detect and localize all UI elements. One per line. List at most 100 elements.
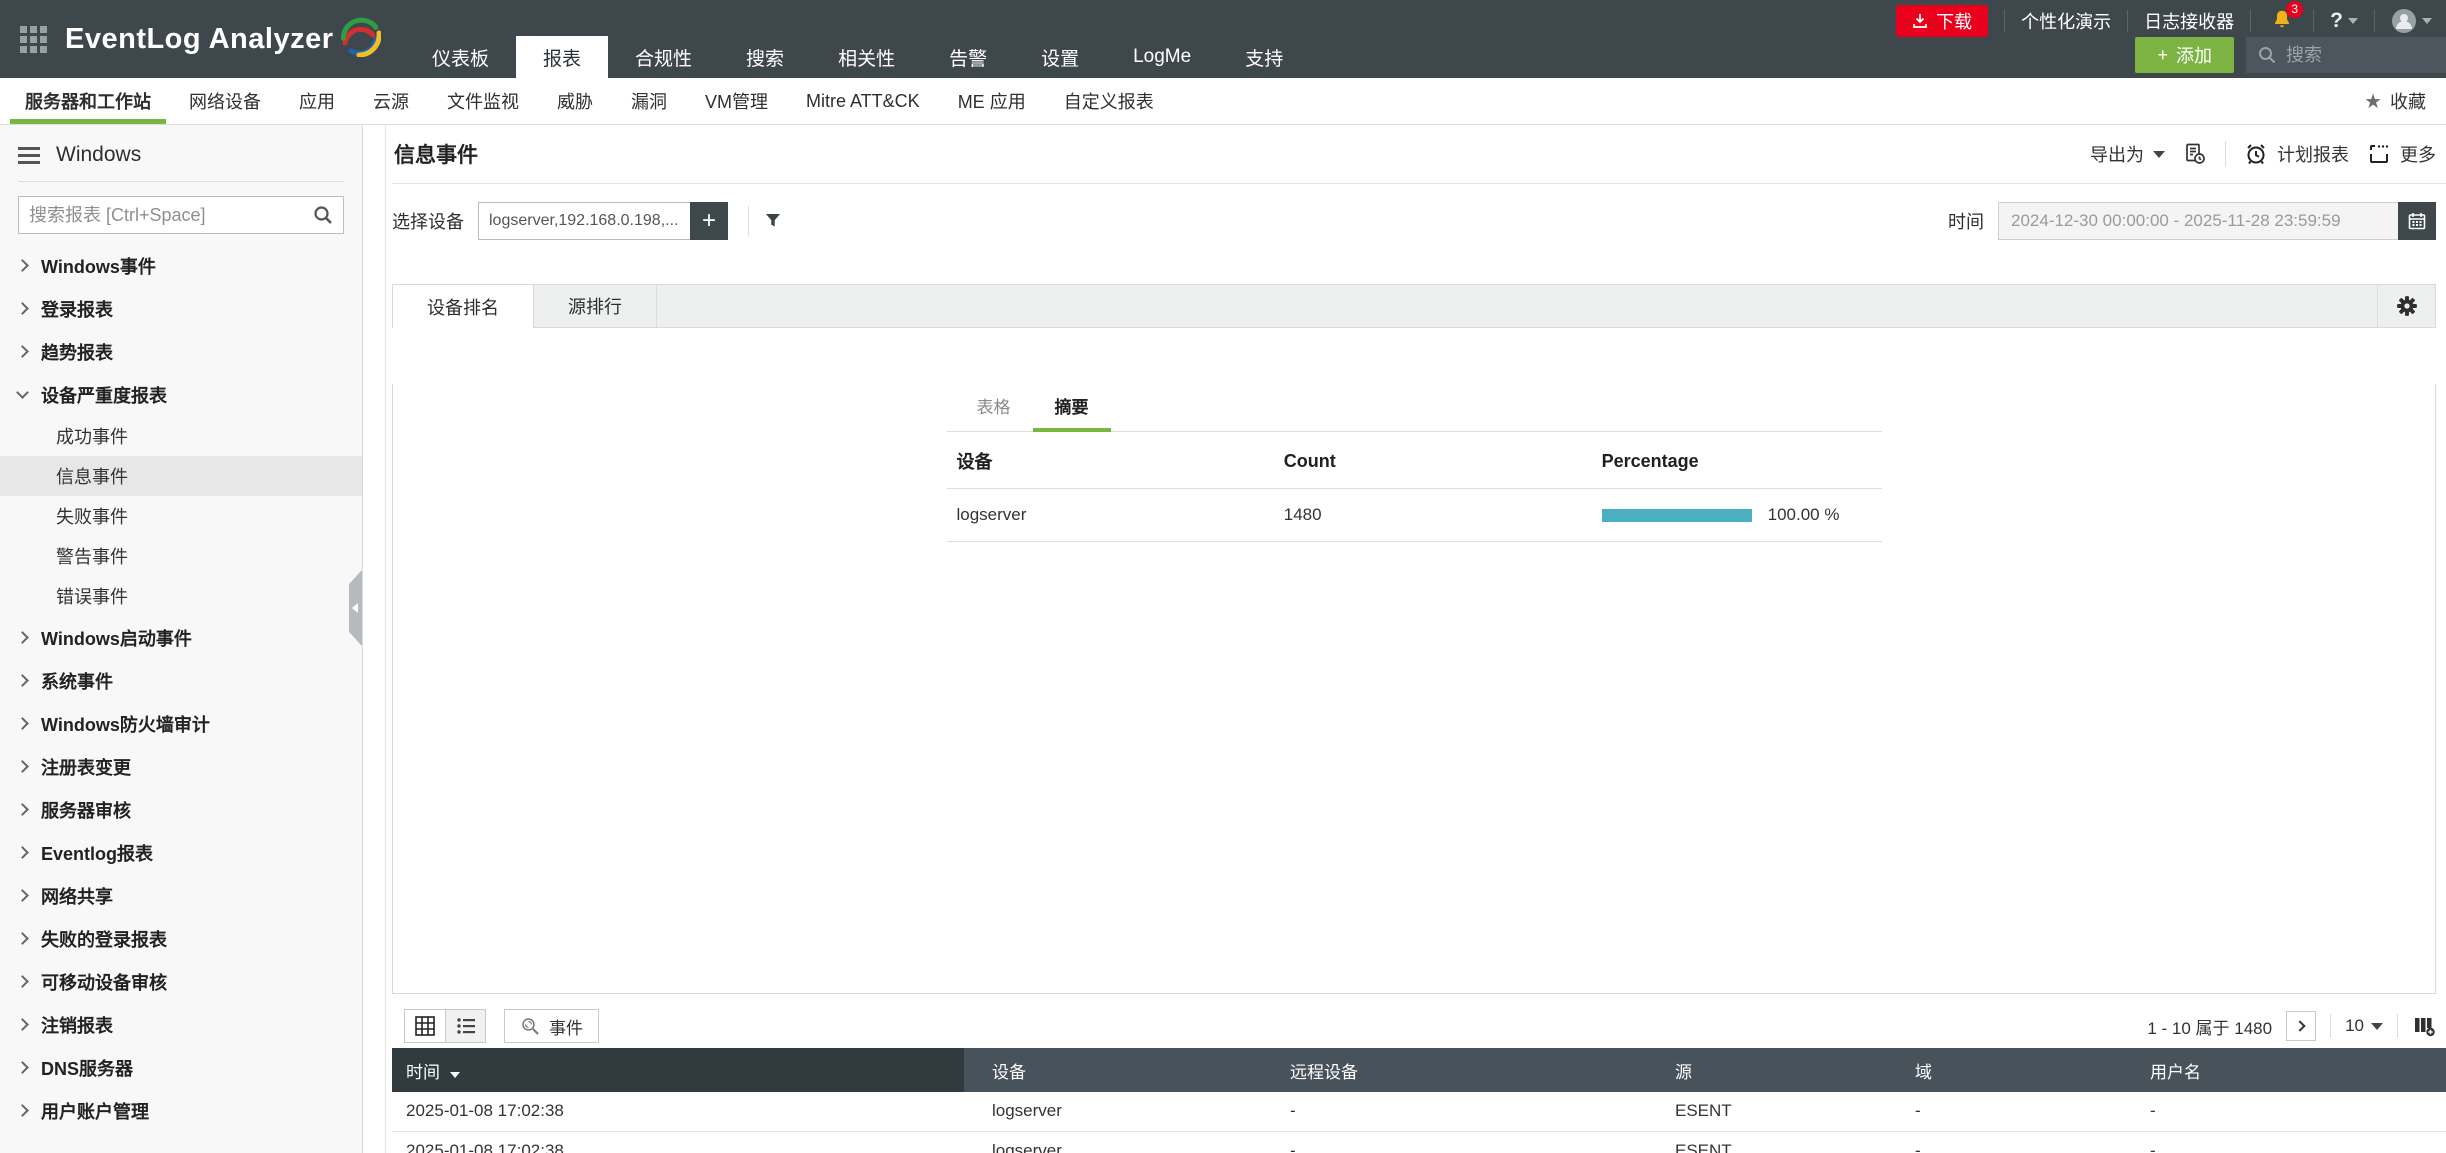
tab-device-rank[interactable]: 设备排名: [393, 285, 534, 328]
tab-summary-view[interactable]: 摘要: [1032, 384, 1111, 432]
tree-item-failure-events[interactable]: 失败事件: [56, 507, 128, 527]
tree-group-dns-server[interactable]: DNS服务器: [0, 1046, 362, 1089]
subnav-file-monitoring[interactable]: 文件监视: [447, 92, 519, 112]
subnav-cloud-sources[interactable]: 云源: [373, 92, 409, 112]
nav-compliance[interactable]: 合规性: [635, 48, 693, 70]
subnav-vulnerabilities[interactable]: 漏洞: [631, 92, 667, 112]
tree-group-logon-reports[interactable]: 登录报表: [0, 287, 362, 330]
separator: [2127, 10, 2129, 32]
grid-view-button[interactable]: [405, 1010, 445, 1042]
tree-item-information-events[interactable]: 信息事件: [0, 456, 362, 496]
tree-group-windows-startup[interactable]: Windows启动事件: [0, 616, 362, 659]
subnav-me-apps[interactable]: ME 应用: [957, 92, 1026, 112]
subnav-vm-management[interactable]: VM管理: [705, 92, 768, 112]
add-device-button[interactable]: +: [690, 202, 728, 240]
remote-device-cell: -: [1262, 1131, 1647, 1153]
nav-logme[interactable]: LogMe: [1133, 46, 1192, 67]
account-menu[interactable]: [2391, 8, 2432, 34]
tree-group-system-events[interactable]: 系统事件: [0, 659, 362, 702]
events-button[interactable]: 事件: [504, 1009, 599, 1043]
tree-item-warning-events[interactable]: 警告事件: [56, 547, 128, 567]
help-menu[interactable]: ?: [2330, 9, 2358, 33]
subnav-mitre-attck[interactable]: Mitre ATT&CK: [806, 90, 920, 111]
event-row[interactable]: 2025-01-08 17:02:38 logserver - ESENT - …: [392, 1092, 2446, 1132]
rank-tabs: 设备排名 源排行: [392, 284, 2436, 328]
add-button[interactable]: + 添加: [2135, 37, 2234, 73]
chart-settings-button[interactable]: [2377, 285, 2435, 327]
personalized-demo-link[interactable]: 个性化演示: [2021, 12, 2112, 32]
global-search-input[interactable]: [2286, 44, 2416, 66]
schedule-report-button[interactable]: 计划报表: [2244, 141, 2349, 167]
tree-item-error-events[interactable]: 错误事件: [56, 587, 128, 607]
nav-reports[interactable]: 报表: [516, 36, 609, 78]
time-range-input[interactable]: [1998, 202, 2398, 240]
tree-group-server-audit[interactable]: 服务器审核: [0, 788, 362, 831]
nav-dashboard[interactable]: 仪表板: [432, 48, 490, 70]
event-search-icon: [522, 1018, 539, 1035]
tree-group-eventlog-reports[interactable]: Eventlog报表: [0, 831, 362, 874]
next-page-button[interactable]: [2286, 1011, 2317, 1041]
tree-group-network-share[interactable]: 网络共享: [0, 874, 362, 917]
nav-search[interactable]: 搜索: [746, 48, 785, 70]
download-button[interactable]: 下载: [1896, 5, 1989, 37]
more-icon: [2370, 145, 2389, 163]
nav-settings[interactable]: 设置: [1041, 48, 1080, 70]
report-search[interactable]: [18, 196, 344, 234]
events-header-row: 时间 设备 远程设备 源 域 用户名: [392, 1048, 2446, 1092]
page-size-select[interactable]: 10: [2345, 1016, 2383, 1036]
subnav-servers-workstations[interactable]: 服务器和工作站: [6, 78, 170, 124]
nav-support[interactable]: 支持: [1245, 48, 1284, 70]
filter-button[interactable]: [763, 211, 783, 231]
col-username[interactable]: 用户名: [2122, 1048, 2446, 1092]
list-view-button[interactable]: [445, 1010, 485, 1042]
tab-table-view[interactable]: 表格: [976, 398, 1011, 417]
notifications-button[interactable]: 3: [2271, 0, 2304, 35]
primary-nav: 仪表板 报表 合规性 搜索 相关性 告警 设置 LogMe 支持: [405, 36, 1310, 78]
calendar-button[interactable]: [2398, 202, 2436, 240]
summary-row: logserver 1480 100.00 %: [946, 488, 1882, 542]
nav-alerts[interactable]: 告警: [949, 48, 988, 70]
device-select-input[interactable]: [478, 202, 690, 240]
global-search[interactable]: [2246, 37, 2446, 73]
star-icon: ★: [2364, 90, 2382, 113]
nav-correlation[interactable]: 相关性: [838, 48, 896, 70]
tree-group-failed-logon[interactable]: 失败的登录报表: [0, 917, 362, 960]
subnav-network-devices[interactable]: 网络设备: [189, 92, 261, 112]
device-cell[interactable]: logserver: [946, 488, 1274, 542]
subnav-applications[interactable]: 应用: [299, 92, 335, 112]
tree-group-removable-device[interactable]: 可移动设备审核: [0, 960, 362, 1003]
event-row[interactable]: 2025-01-08 17:02:38 logserver - ESENT - …: [392, 1131, 2446, 1153]
tree-group-user-account-mgmt[interactable]: 用户账户管理: [0, 1089, 362, 1132]
divider: [18, 181, 344, 182]
plus-icon: +: [2157, 44, 2168, 65]
tab-source-rank[interactable]: 源排行: [534, 285, 657, 327]
log-receiver-link[interactable]: 日志接收器: [2144, 12, 2235, 32]
sidebar-collapse-handle[interactable]: [349, 570, 362, 646]
chevron-right-icon: [16, 932, 29, 945]
tree-group-device-severity[interactable]: 设备严重度报表: [0, 373, 362, 416]
report-search-input[interactable]: [29, 204, 313, 226]
manage-columns-button[interactable]: [2412, 1014, 2436, 1038]
tree-group-trend-reports[interactable]: 趋势报表: [0, 330, 362, 373]
favorites-button[interactable]: ★ 收藏: [2364, 90, 2426, 113]
col-domain[interactable]: 域: [1887, 1048, 2122, 1092]
time-label: 时间: [1948, 212, 1984, 232]
tree-group-firewall-audit[interactable]: Windows防火墙审计: [0, 702, 362, 745]
tree-group-windows-events[interactable]: Windows事件: [0, 244, 362, 287]
tree-item-success-events[interactable]: 成功事件: [56, 427, 128, 447]
subnav-custom-reports[interactable]: 自定义报表: [1063, 92, 1154, 112]
col-device[interactable]: 设备: [964, 1048, 1262, 1092]
report-tree: Windows事件 登录报表 趋势报表 设备严重度报表 成功事件 信息事件 失败…: [0, 244, 362, 1132]
more-menu[interactable]: 更多: [2367, 141, 2436, 167]
export-history-button[interactable]: [2183, 142, 2207, 166]
col-source[interactable]: 源: [1647, 1048, 1887, 1092]
chevron-right-icon: [16, 717, 29, 730]
col-remote-device[interactable]: 远程设备: [1262, 1048, 1647, 1092]
apps-grid-icon[interactable]: [20, 25, 47, 53]
tree-group-logoff-reports[interactable]: 注销报表: [0, 1003, 362, 1046]
sidebar-menu-icon[interactable]: [18, 146, 40, 164]
col-time[interactable]: 时间: [392, 1048, 964, 1092]
export-as-menu[interactable]: 导出为: [2090, 141, 2165, 167]
tree-group-registry-changes[interactable]: 注册表变更: [0, 745, 362, 788]
subnav-threats[interactable]: 威胁: [557, 92, 593, 112]
